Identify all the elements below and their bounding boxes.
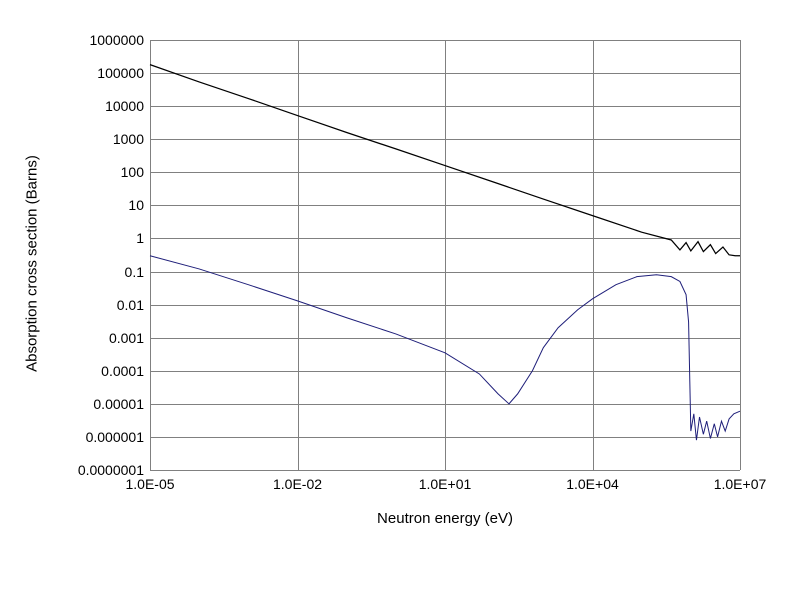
y-tick-label: 100: [121, 164, 144, 180]
gridline-h: [150, 470, 740, 471]
y-tick-label: 0.01: [117, 297, 144, 313]
y-tick-label: 1: [136, 230, 144, 246]
y-tick-label: 10: [128, 197, 144, 213]
chart-container: 0.00000010.0000010.000010.00010.0010.010…: [0, 0, 800, 600]
y-tick-label: 10000: [105, 98, 144, 114]
series-upper: [150, 65, 740, 256]
x-axis-title: Neutron energy (eV): [377, 510, 513, 527]
x-tick-label: 1.0E+01: [419, 476, 472, 492]
y-tick-label: 1000: [113, 131, 144, 147]
y-tick-label: 0.000001: [86, 429, 144, 445]
series-lower: [150, 256, 740, 440]
x-tick-label: 1.0E-05: [125, 476, 174, 492]
y-axis-title: Absorption cross section (Barns): [24, 49, 41, 479]
y-tick-label: 0.00001: [93, 396, 144, 412]
x-tick-label: 1.0E-02: [273, 476, 322, 492]
gridline-v: [740, 40, 741, 470]
y-tick-label: 0.0001: [101, 363, 144, 379]
x-tick-label: 1.0E+07: [714, 476, 767, 492]
y-tick-label: 0.001: [109, 330, 144, 346]
y-tick-label: 1000000: [89, 32, 144, 48]
x-tick-label: 1.0E+04: [566, 476, 619, 492]
plot-area: [150, 40, 740, 470]
y-tick-label: 100000: [97, 65, 144, 81]
y-tick-label: 0.1: [125, 264, 144, 280]
series-layer: [150, 40, 740, 470]
